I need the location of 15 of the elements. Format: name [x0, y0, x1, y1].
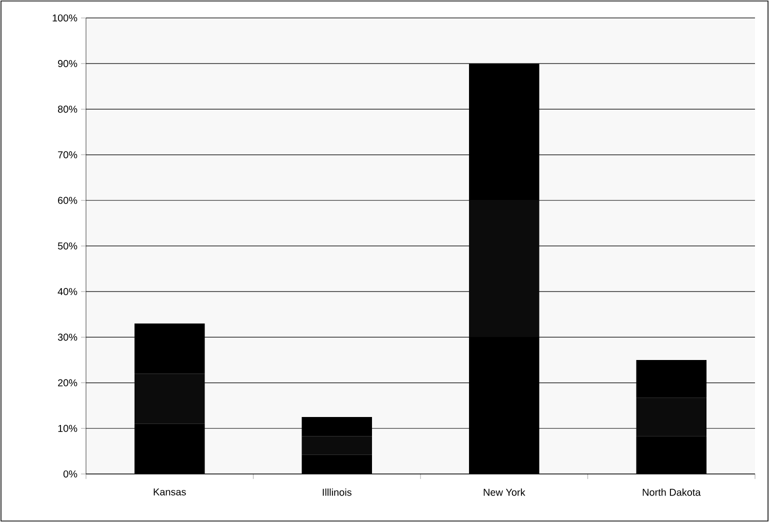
x-tick-label: Kansas	[154, 488, 186, 496]
y-tick-label: 70%	[58, 151, 78, 158]
y-tick-label: 40%	[58, 288, 78, 296]
y-tick-label: 80%	[58, 106, 78, 113]
x-tick-label: Illlinois	[322, 488, 352, 496]
y-tick-label: 0%	[63, 470, 78, 478]
y-tick-label: 30%	[58, 334, 78, 341]
y-tick-label: 10%	[58, 424, 78, 432]
y-tick-label: 90%	[58, 60, 78, 68]
y-tick-label: 20%	[58, 379, 78, 386]
y-tick-label: 50%	[58, 242, 78, 250]
y-tick-label: 100%	[52, 14, 78, 22]
x-tick-label: New York	[484, 488, 526, 496]
x-tick-label: North Dakota	[642, 488, 701, 496]
y-tick-label: 60%	[58, 196, 78, 204]
